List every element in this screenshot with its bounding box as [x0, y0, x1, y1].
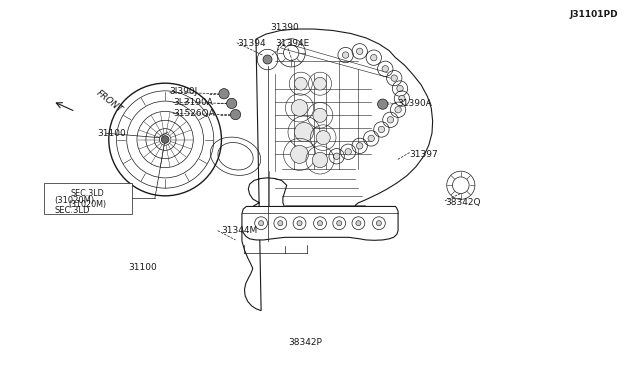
- Bar: [44, 183, 132, 214]
- Circle shape: [391, 75, 397, 81]
- Circle shape: [378, 99, 388, 109]
- Circle shape: [230, 109, 241, 120]
- Text: 3l390J: 3l390J: [170, 87, 198, 96]
- Circle shape: [378, 126, 385, 133]
- Circle shape: [368, 135, 374, 142]
- Text: 3L3190A: 3L3190A: [173, 98, 212, 107]
- Text: 31394: 31394: [237, 39, 266, 48]
- Circle shape: [387, 116, 394, 123]
- Circle shape: [312, 152, 328, 168]
- Polygon shape: [242, 29, 433, 311]
- Circle shape: [291, 145, 308, 163]
- Circle shape: [316, 131, 330, 145]
- Circle shape: [313, 108, 327, 122]
- Circle shape: [397, 85, 403, 92]
- Circle shape: [291, 100, 308, 116]
- Circle shape: [356, 48, 363, 55]
- Text: 31344M: 31344M: [221, 226, 257, 235]
- Circle shape: [356, 142, 363, 149]
- Text: FRONT: FRONT: [95, 88, 125, 114]
- Circle shape: [297, 221, 302, 226]
- Circle shape: [219, 89, 229, 99]
- Text: J31101PD: J31101PD: [569, 10, 618, 19]
- Circle shape: [382, 65, 388, 72]
- Circle shape: [376, 221, 381, 226]
- Circle shape: [314, 77, 326, 90]
- Circle shape: [342, 52, 349, 58]
- Circle shape: [337, 221, 342, 226]
- Text: 31390: 31390: [271, 23, 299, 32]
- Text: 31397: 31397: [410, 150, 438, 159]
- Circle shape: [259, 221, 264, 226]
- Text: (31020M): (31020M): [54, 196, 95, 205]
- Circle shape: [345, 148, 351, 155]
- Text: SEC.3LD: SEC.3LD: [71, 189, 104, 198]
- Circle shape: [371, 54, 377, 61]
- Text: 31390A: 31390A: [397, 99, 431, 108]
- Circle shape: [294, 77, 307, 90]
- Text: 31526QA: 31526QA: [173, 109, 214, 118]
- Text: 31394E: 31394E: [275, 39, 310, 48]
- Polygon shape: [242, 206, 398, 240]
- Circle shape: [294, 122, 314, 142]
- Circle shape: [395, 106, 401, 113]
- Circle shape: [227, 98, 237, 109]
- Circle shape: [399, 95, 405, 102]
- Circle shape: [356, 221, 361, 226]
- Text: 38342Q: 38342Q: [445, 198, 480, 207]
- Circle shape: [278, 221, 283, 226]
- Circle shape: [317, 221, 323, 226]
- Circle shape: [333, 153, 340, 160]
- Text: 38342P: 38342P: [288, 338, 322, 347]
- Text: 31100: 31100: [128, 263, 157, 272]
- Circle shape: [161, 136, 169, 143]
- Text: 31100: 31100: [97, 129, 126, 138]
- Circle shape: [263, 55, 272, 64]
- Text: (31020M): (31020M): [68, 200, 107, 209]
- Text: SEC.3LD: SEC.3LD: [54, 206, 90, 215]
